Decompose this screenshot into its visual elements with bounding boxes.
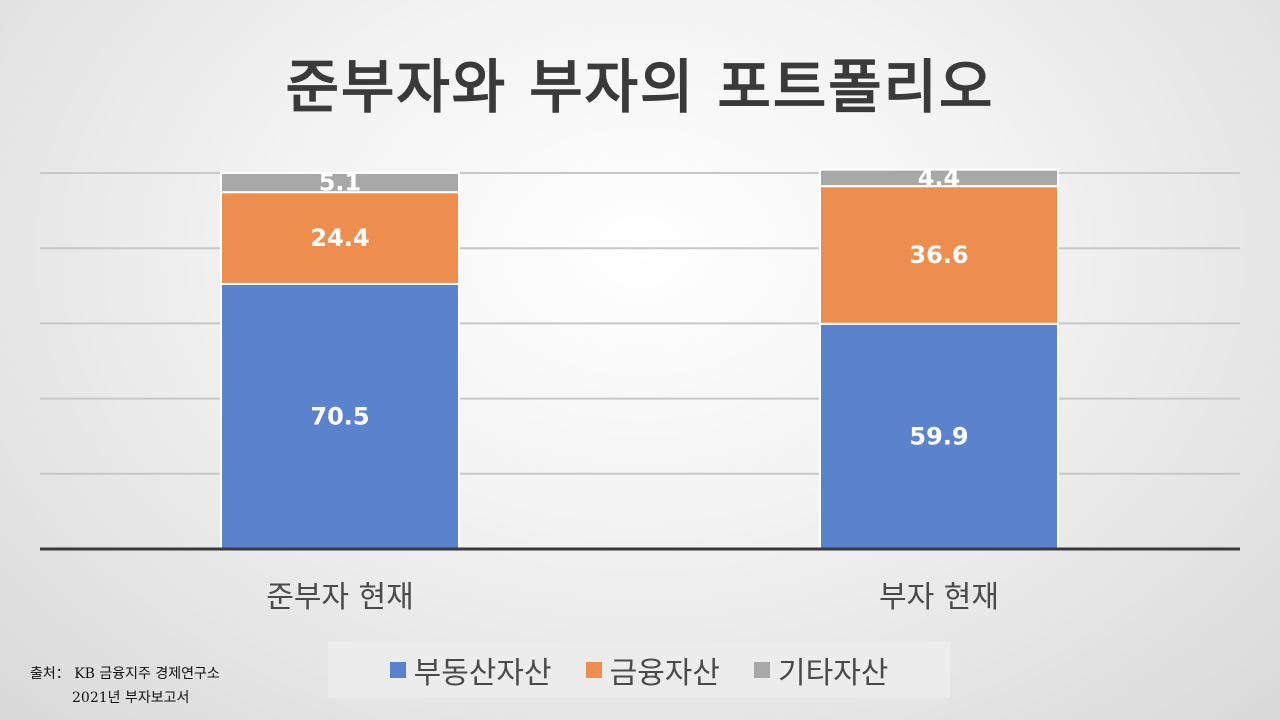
legend-label: 기타자산 <box>778 656 889 691</box>
legend-item: 금융자산 <box>585 648 720 692</box>
data-label: 70.5 <box>310 402 369 430</box>
legend-swatch <box>389 662 406 678</box>
chart-title: 준부자와 부자의 포트폴리오 <box>285 53 995 121</box>
legend-label: 금융자산 <box>609 656 720 691</box>
data-label: 5.1 <box>319 169 362 197</box>
legend-item: 부동산자산 <box>389 648 552 692</box>
data-label: 59.9 <box>909 422 968 450</box>
legend-swatch <box>585 662 602 678</box>
bar-segment <box>220 172 460 194</box>
source-line-1: 출처： KB 금융지주 경제연구소 <box>30 666 220 682</box>
source-note: 출처： KB 금융지주 경제연구소 2021년 부자보고서 <box>30 662 220 710</box>
bar-segment <box>819 168 1059 188</box>
legend-swatch <box>754 662 770 678</box>
category-label: 준부자 현재 <box>266 580 414 615</box>
bar-segment <box>220 191 460 285</box>
legend-label: 부동산자산 <box>413 656 552 691</box>
legend: 부동산자산 금융자산 기타자산 <box>328 642 950 698</box>
source-line-2: 2021년 부자보고서 <box>72 690 190 706</box>
data-label: 24.4 <box>310 224 369 252</box>
category-label: 부자 현재 <box>879 580 999 615</box>
data-label: 36.6 <box>909 241 968 269</box>
data-label: 4.4 <box>918 164 961 192</box>
bar-segment <box>819 185 1059 325</box>
bar-segment <box>819 322 1059 550</box>
bar-segment <box>220 282 460 550</box>
legend-item: 기타자산 <box>754 648 888 692</box>
